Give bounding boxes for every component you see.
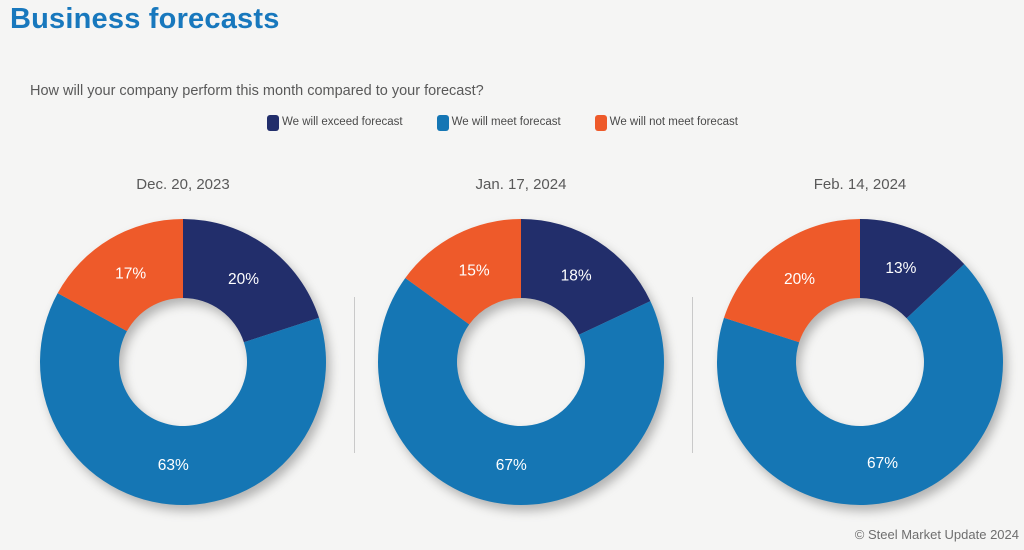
donut-segment	[378, 277, 665, 506]
chart-divider	[354, 297, 355, 453]
donut-chart-canvas: 18% 67% 15%	[378, 219, 665, 506]
chart-title: Jan. 17, 2024	[475, 176, 567, 193]
segment-value-label: 20%	[228, 271, 259, 288]
legend-label: We will exceed forecast	[282, 116, 403, 128]
legend-marker-swatch	[267, 115, 279, 131]
donut-segment	[724, 219, 860, 343]
chart-title: Feb. 14, 2024	[813, 176, 907, 193]
donut-chart: Dec. 20, 2023 20% 63% 17%	[14, 177, 352, 510]
donut-segment	[521, 219, 651, 335]
donut-segment	[57, 219, 183, 332]
donut-chart: Feb. 14, 2024 13% 67% 20%	[691, 177, 1024, 510]
donut-segment	[183, 219, 319, 343]
segment-value-label: 67%	[867, 455, 898, 472]
donut-chart-canvas: 20% 63% 17%	[40, 219, 327, 506]
segment-value-label: 13%	[885, 260, 916, 277]
segment-value-label: 15%	[459, 263, 490, 280]
copyright-note: © Steel Market Update 2024	[854, 527, 1019, 542]
segment-value-label: 63%	[158, 457, 189, 474]
segment-value-label: 67%	[496, 457, 527, 474]
donut-chart: Jan. 17, 2024 18% 67% 15%	[352, 177, 690, 510]
page-title: Business forecasts	[10, 3, 280, 35]
legend: We will exceed forecast We will meet fore…	[267, 115, 738, 131]
legend-label: We will not meet forecast	[609, 116, 738, 128]
donut-segment	[405, 219, 521, 325]
segment-value-label: 17%	[115, 266, 146, 283]
segment-value-label: 20%	[784, 271, 815, 288]
donut-segment	[716, 264, 1003, 506]
legend-item: We will not meet forecast	[594, 115, 738, 131]
donut-chart-canvas: 13% 67% 20%	[716, 219, 1003, 506]
legend-marker-swatch	[436, 115, 449, 131]
legend-item: We will meet forecast	[436, 115, 561, 131]
survey-question: How will your company perform this month…	[30, 83, 484, 99]
donut-segment	[40, 293, 327, 506]
chart-title: Dec. 20, 2023	[136, 176, 230, 193]
donut-segment	[860, 219, 965, 319]
segment-value-label: 18%	[561, 267, 592, 284]
legend-marker-swatch	[594, 115, 607, 131]
legend-label: We will meet forecast	[451, 116, 561, 128]
legend-item: We will exceed forecast	[267, 115, 403, 131]
chart-divider	[692, 297, 693, 453]
